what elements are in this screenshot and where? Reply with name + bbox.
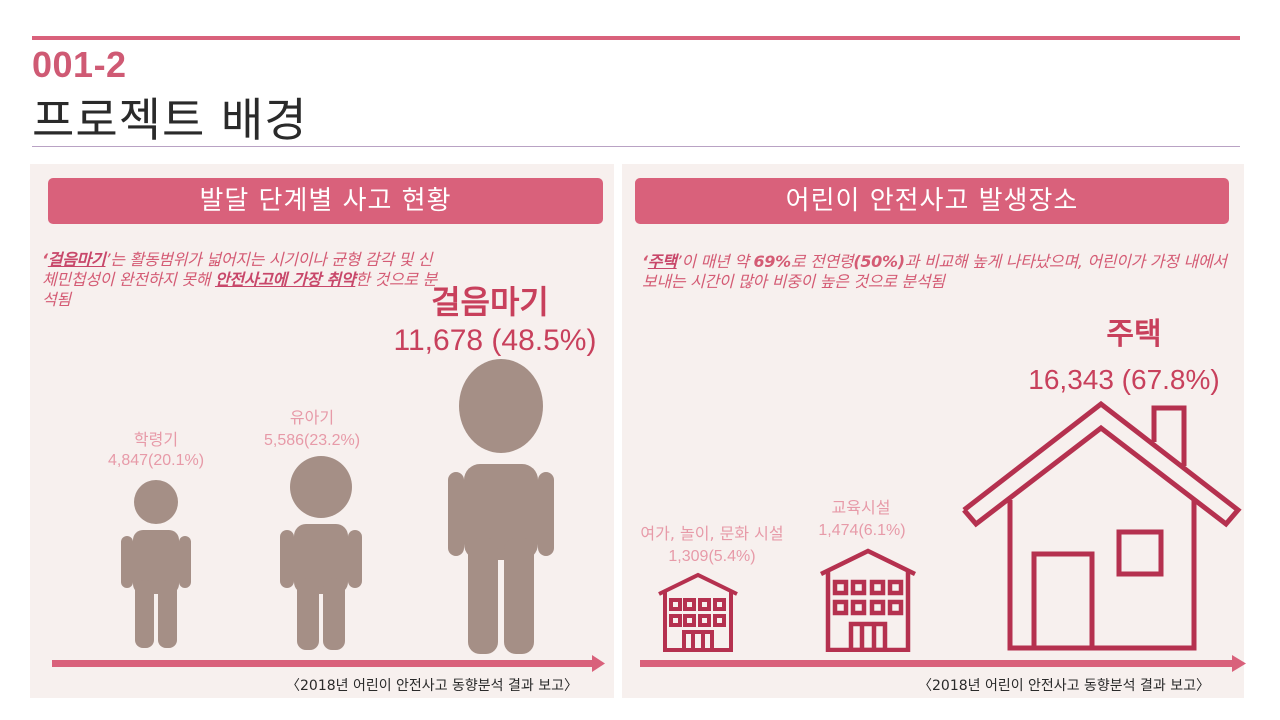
house-value: 16,343 (67.8%): [1028, 364, 1220, 395]
slide-number: 001-2: [32, 44, 127, 85]
accident-location-title: 어린이 안전사고 발생장소: [635, 178, 1229, 224]
leisure-facility-value: 1,309(5.4%): [668, 548, 756, 565]
header-bottom-rule: [32, 146, 1240, 147]
accident-location-description: ‘주택’이 매년 약 69%로 전연령(50%)과 비교해 높게 나타났으며, …: [642, 252, 1227, 291]
education-facility-value: 1,474(6.1%): [818, 522, 906, 539]
right-source-note: 〈2018년 어린이 안전사고 동향분석 결과 보고〉: [918, 678, 1210, 694]
development-stage-description: ‘걸음마기’는 활동범위가 넓어지는 시기이나 균형 감각 및 신체민첩성이 완…: [42, 250, 437, 309]
toddler-value: 11,678 (48.5%): [393, 324, 597, 357]
location-arrow: [640, 655, 1246, 672]
toddler-label: 걸음마기: [431, 283, 549, 321]
education-facility-label: 교육시설: [831, 498, 891, 517]
person-silhouette-icon: [448, 359, 554, 654]
building-icon: [820, 548, 916, 652]
left-source-note: 〈2018년 어린이 안전사고 동향분석 결과 보고〉: [286, 678, 578, 694]
accident-location-panel: 어린이 안전사고 발생장소 ‘주택’이 매년 약 69%로 전연령(50%)과 …: [622, 164, 1246, 698]
school-age-label: 학령기: [133, 430, 179, 449]
slide-title: 프로젝트 배경: [32, 93, 308, 147]
building-icon: [658, 572, 738, 652]
preschool-label: 유아기: [289, 408, 335, 427]
development-stage-panel: 발달 단계별 사고 현황 ‘걸음마기’는 활동범위가 넓어지는 시기이나 균형 …: [30, 164, 614, 698]
house-icon: [962, 400, 1242, 651]
school-age-value: 4,847(20.1%): [107, 452, 205, 469]
preschool-value: 5,586(23.2%): [263, 432, 361, 449]
person-silhouette-icon: [280, 456, 362, 650]
growth-arrow: [52, 655, 605, 672]
house-label: 주택: [1106, 317, 1162, 352]
header-top-rule: [32, 36, 1240, 40]
leisure-facility-label: 여가, 놀이, 문화 시설: [640, 524, 784, 543]
development-stage-title: 발달 단계별 사고 현황: [48, 178, 603, 224]
person-silhouette-icon: [121, 480, 191, 648]
